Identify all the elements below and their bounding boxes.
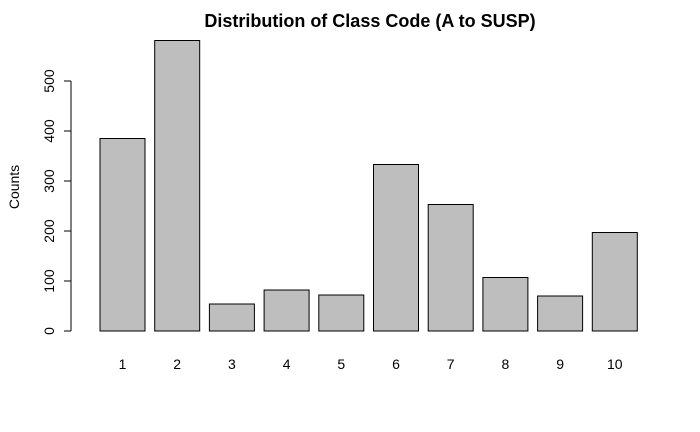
y-tick-label-400: 400: [41, 119, 57, 143]
bar-7: [427, 204, 474, 332]
bar-2: [154, 40, 201, 332]
bar-4: [263, 289, 310, 332]
bar-6: [373, 164, 419, 332]
y-tick-label-500: 500: [41, 69, 57, 93]
x-axis-tick-labels: 1 2 3 4 5 6 7 8 9 10: [119, 356, 623, 372]
bar-1: [99, 138, 146, 332]
x-tick-label-4: 4: [283, 356, 291, 372]
x-tick-label-1: 1: [119, 356, 127, 372]
bars: [99, 40, 638, 332]
x-tick-label-6: 6: [392, 356, 400, 372]
y-tick-label-100: 100: [41, 269, 57, 293]
y-axis-label: Counts: [6, 165, 22, 209]
x-tick-label-9: 9: [556, 356, 564, 372]
x-tick-label-2: 2: [173, 356, 181, 372]
bar-3: [208, 303, 255, 332]
x-tick-label-5: 5: [337, 356, 345, 372]
bar-9: [537, 295, 584, 332]
y-tick-label-0: 0: [41, 327, 57, 335]
y-tick-label-200: 200: [41, 219, 57, 243]
x-tick-label-10: 10: [607, 356, 623, 372]
bar-10: [591, 232, 638, 332]
chart-title: Distribution of Class Code (A to SUSP): [204, 11, 535, 31]
x-tick-label-3: 3: [228, 356, 236, 372]
x-tick-label-7: 7: [447, 356, 455, 372]
y-axis: 0 100 200 300 400 500: [41, 69, 72, 335]
bar-5: [318, 294, 365, 332]
bar-8: [482, 277, 529, 332]
x-tick-label-8: 8: [502, 356, 510, 372]
y-tick-label-300: 300: [41, 169, 57, 193]
